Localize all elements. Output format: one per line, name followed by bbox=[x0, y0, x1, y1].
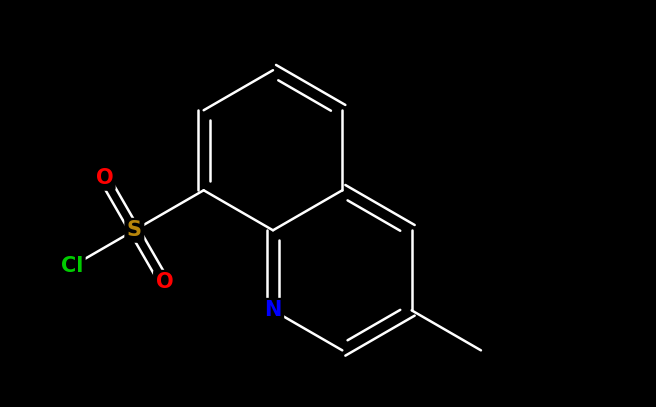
Text: O: O bbox=[155, 272, 173, 292]
Text: S: S bbox=[127, 220, 142, 240]
Text: O: O bbox=[96, 168, 113, 188]
Text: Cl: Cl bbox=[61, 256, 83, 276]
Text: N: N bbox=[264, 300, 281, 320]
